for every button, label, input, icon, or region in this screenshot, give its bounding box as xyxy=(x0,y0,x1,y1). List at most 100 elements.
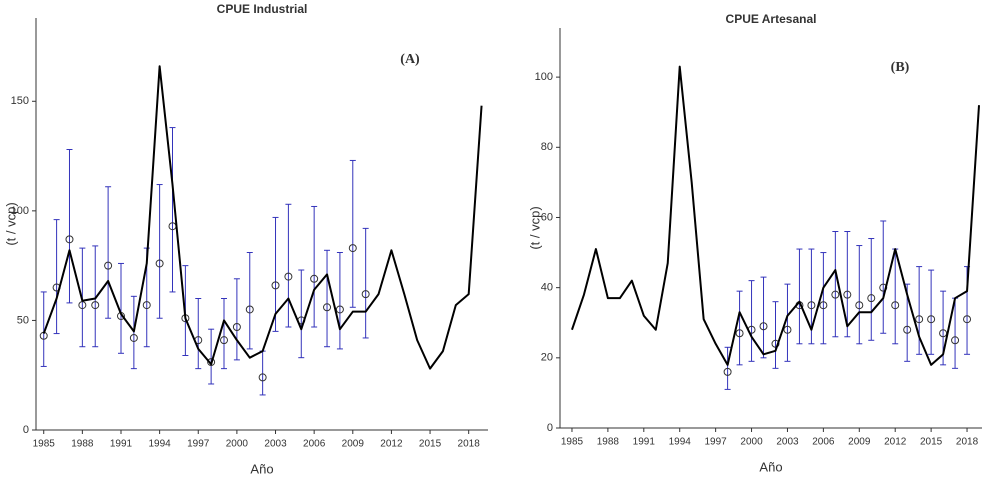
point xyxy=(335,305,344,314)
point xyxy=(91,301,100,310)
y-tick-label: 80 xyxy=(541,141,553,153)
x-tick-label: 2012 xyxy=(884,437,907,448)
x-tick-label: 2003 xyxy=(264,439,287,450)
y-tick-label: 100 xyxy=(535,71,553,83)
error-bar xyxy=(208,328,215,385)
point xyxy=(284,272,293,281)
y-tick-label: 60 xyxy=(541,211,553,223)
error-bar xyxy=(856,245,863,345)
x-tick-label: 1994 xyxy=(669,437,692,448)
x-tick-label: 1991 xyxy=(633,437,656,448)
point xyxy=(348,244,357,253)
y-tick-label: 100 xyxy=(11,205,29,217)
x-tick-label: 1994 xyxy=(148,439,171,450)
error-bar xyxy=(259,350,266,396)
x-tick-label: 1988 xyxy=(597,437,620,448)
point xyxy=(807,301,816,310)
error-bar xyxy=(156,184,163,319)
error-bar xyxy=(298,269,305,359)
error-bar xyxy=(772,301,779,369)
point xyxy=(155,259,164,268)
error-bar xyxy=(40,291,47,367)
x-axis-label: Año xyxy=(759,459,782,474)
error-bar xyxy=(53,219,60,335)
x-tick-label: 2012 xyxy=(380,439,403,450)
point xyxy=(927,315,936,324)
error-bar xyxy=(66,148,73,304)
error-bar xyxy=(92,245,99,348)
error-bar xyxy=(324,249,331,348)
point xyxy=(963,315,972,324)
x-tick-label: 2015 xyxy=(419,439,442,450)
point xyxy=(258,373,267,382)
x-tick-label: 1985 xyxy=(33,439,56,450)
error-bar xyxy=(844,231,851,338)
point xyxy=(271,281,280,290)
point xyxy=(104,261,113,270)
point xyxy=(771,339,780,348)
error-bar xyxy=(928,269,935,355)
error-bar xyxy=(311,205,318,328)
line xyxy=(42,65,483,370)
line xyxy=(571,65,981,366)
x-tick-label: 1985 xyxy=(561,437,584,448)
x-tick-label: 2000 xyxy=(226,439,249,450)
error-bar xyxy=(736,290,743,366)
y-axis-label: (t / vcp) xyxy=(3,202,18,245)
error-bar xyxy=(796,248,803,345)
error-bar xyxy=(233,278,240,361)
error-bar xyxy=(868,238,875,341)
point xyxy=(759,322,768,331)
point xyxy=(323,303,332,312)
point xyxy=(220,336,229,345)
point xyxy=(855,301,864,310)
error-bar xyxy=(221,298,228,370)
y-axis-label: (t / vcp) xyxy=(527,206,542,249)
y-tick-label: 40 xyxy=(541,282,553,294)
x-axis-label: Año xyxy=(250,461,273,476)
annotation: (B) xyxy=(891,60,910,75)
x-tick-label: 2003 xyxy=(776,437,799,448)
x-tick-label: 1997 xyxy=(705,437,728,448)
x-tick-label: 1991 xyxy=(110,439,133,450)
y-tick-label: 0 xyxy=(23,424,29,436)
error-bar xyxy=(880,220,887,334)
error-bar xyxy=(362,227,369,339)
annotation: (A) xyxy=(400,52,420,67)
error-bar xyxy=(892,248,899,345)
x-tick-label: 1997 xyxy=(187,439,210,450)
point xyxy=(831,290,840,299)
error-bar xyxy=(105,186,112,319)
point xyxy=(361,290,370,299)
point xyxy=(65,235,74,244)
point xyxy=(129,333,138,342)
point xyxy=(903,325,912,334)
x-tick-label: 2000 xyxy=(740,437,763,448)
point xyxy=(783,325,792,334)
point xyxy=(232,323,241,331)
x-tick-label: 2006 xyxy=(812,437,835,448)
point xyxy=(723,367,732,376)
error-bar xyxy=(285,203,292,328)
x-tick-label: 2009 xyxy=(342,439,365,450)
x-tick-label: 2018 xyxy=(458,439,481,450)
point xyxy=(891,301,900,310)
y-tick-label: 20 xyxy=(541,352,553,364)
error-bar xyxy=(748,280,755,362)
y-tick-label: 150 xyxy=(11,95,29,107)
error-bar xyxy=(130,295,137,370)
point xyxy=(142,301,151,310)
error-bar xyxy=(117,262,124,354)
point xyxy=(867,294,876,303)
point xyxy=(207,358,216,367)
y-tick-label: 50 xyxy=(17,314,29,326)
error-bar xyxy=(832,231,839,338)
chart-title: CPUE Artesanal xyxy=(726,12,817,26)
error-bar xyxy=(169,127,176,293)
point xyxy=(915,315,924,324)
x-tick-label: 1988 xyxy=(71,439,94,450)
point xyxy=(310,274,319,283)
point xyxy=(843,290,852,299)
x-tick-label: 2009 xyxy=(848,437,871,448)
